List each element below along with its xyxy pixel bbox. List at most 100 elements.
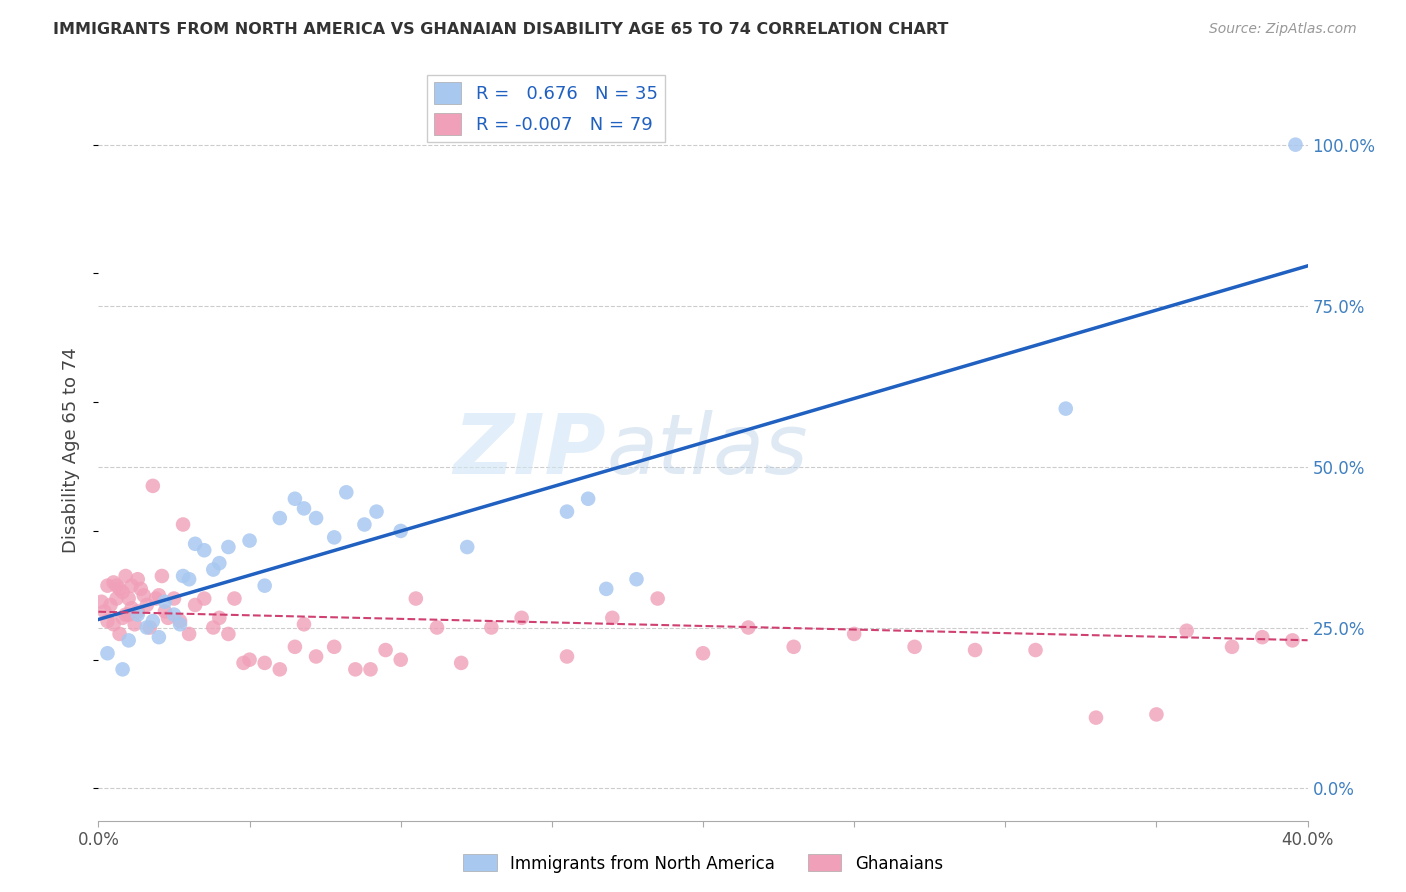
Point bbox=[253, 656, 276, 670]
Point bbox=[193, 543, 215, 558]
Point bbox=[217, 540, 239, 554]
Y-axis label: Disability Age 65 to 74: Disability Age 65 to 74 bbox=[62, 348, 80, 553]
Point bbox=[405, 591, 427, 606]
Point bbox=[184, 598, 207, 612]
Point bbox=[1312, 653, 1334, 667]
Point bbox=[169, 614, 191, 628]
Point bbox=[193, 591, 215, 606]
Point bbox=[90, 595, 112, 609]
Point bbox=[208, 556, 231, 570]
Point bbox=[1220, 640, 1243, 654]
Point bbox=[111, 585, 134, 599]
Point bbox=[100, 598, 122, 612]
Point bbox=[142, 479, 165, 493]
Point bbox=[96, 646, 118, 660]
Point bbox=[1341, 653, 1364, 667]
Point bbox=[1281, 633, 1303, 648]
Point bbox=[253, 579, 276, 593]
Point bbox=[481, 620, 503, 634]
Point bbox=[844, 627, 866, 641]
Point bbox=[148, 630, 170, 644]
Point bbox=[111, 662, 134, 676]
Point bbox=[344, 662, 367, 676]
Point bbox=[150, 569, 173, 583]
Point bbox=[1144, 707, 1167, 722]
Point bbox=[111, 611, 134, 625]
Point bbox=[202, 620, 225, 634]
Point bbox=[184, 537, 207, 551]
Point bbox=[426, 620, 449, 634]
Point bbox=[389, 524, 412, 538]
Point bbox=[292, 617, 315, 632]
Point bbox=[692, 646, 714, 660]
Point bbox=[121, 601, 143, 615]
Legend: R =   0.676   N = 35, R = -0.007   N = 79: R = 0.676 N = 35, R = -0.007 N = 79 bbox=[427, 75, 665, 142]
Point bbox=[96, 614, 118, 628]
Point bbox=[323, 640, 346, 654]
Point bbox=[135, 598, 157, 612]
Point bbox=[114, 569, 136, 583]
Point bbox=[269, 511, 291, 525]
Point bbox=[576, 491, 599, 506]
Point bbox=[93, 604, 115, 618]
Point bbox=[156, 611, 179, 625]
Point bbox=[284, 640, 307, 654]
Point bbox=[1175, 624, 1198, 638]
Point bbox=[172, 569, 194, 583]
Point bbox=[555, 505, 578, 519]
Point bbox=[127, 572, 149, 586]
Point bbox=[232, 656, 254, 670]
Point bbox=[121, 579, 143, 593]
Point bbox=[105, 579, 128, 593]
Text: ZIP: ZIP bbox=[454, 410, 606, 491]
Point bbox=[965, 643, 987, 657]
Point bbox=[142, 614, 165, 628]
Point bbox=[284, 491, 307, 506]
Point bbox=[118, 607, 141, 622]
Point bbox=[904, 640, 927, 654]
Point bbox=[179, 572, 201, 586]
Point bbox=[647, 591, 669, 606]
Point bbox=[1024, 643, 1046, 657]
Point bbox=[374, 643, 396, 657]
Text: Source: ZipAtlas.com: Source: ZipAtlas.com bbox=[1209, 22, 1357, 37]
Point bbox=[127, 607, 149, 622]
Point bbox=[555, 649, 578, 664]
Point bbox=[202, 563, 225, 577]
Point bbox=[323, 530, 346, 544]
Point bbox=[626, 572, 648, 586]
Point bbox=[1085, 711, 1108, 725]
Point bbox=[217, 627, 239, 641]
Point bbox=[305, 511, 328, 525]
Point bbox=[153, 595, 176, 609]
Point bbox=[129, 582, 152, 596]
Point bbox=[1251, 630, 1274, 644]
Text: atlas: atlas bbox=[606, 410, 808, 491]
Legend: Immigrants from North America, Ghanaians: Immigrants from North America, Ghanaians bbox=[457, 847, 949, 880]
Point bbox=[179, 627, 201, 641]
Point bbox=[1372, 620, 1395, 634]
Point bbox=[389, 653, 412, 667]
Point bbox=[450, 656, 472, 670]
Point bbox=[602, 611, 624, 625]
Point bbox=[105, 591, 128, 606]
Point bbox=[269, 662, 291, 676]
Point bbox=[145, 591, 167, 606]
Point bbox=[139, 620, 162, 634]
Point bbox=[118, 633, 141, 648]
Point bbox=[96, 579, 118, 593]
Point bbox=[124, 617, 146, 632]
Point bbox=[103, 617, 125, 632]
Point bbox=[108, 582, 131, 596]
Point bbox=[224, 591, 246, 606]
Point bbox=[148, 588, 170, 602]
Point bbox=[595, 582, 617, 596]
Point bbox=[127, 604, 149, 618]
Point bbox=[353, 517, 375, 532]
Point bbox=[783, 640, 806, 654]
Point bbox=[163, 607, 186, 622]
Point bbox=[135, 620, 157, 634]
Point bbox=[1284, 137, 1306, 152]
Point bbox=[108, 627, 131, 641]
Point bbox=[510, 611, 533, 625]
